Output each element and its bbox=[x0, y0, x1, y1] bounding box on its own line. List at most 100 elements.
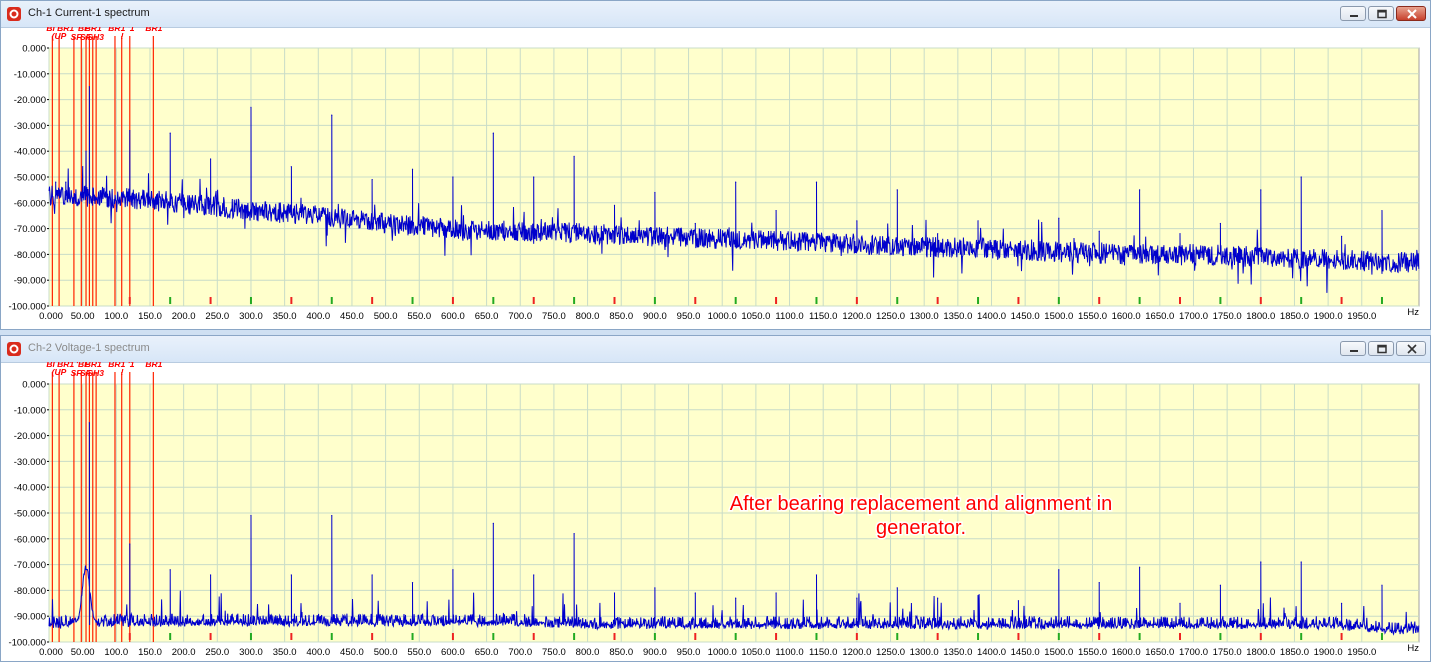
x-tick-label: 1350.0 bbox=[943, 311, 972, 322]
peak-point bbox=[694, 222, 696, 225]
x-tick-label: 1250.0 bbox=[876, 311, 905, 322]
window-title: Ch-1 Current-1 spectrum bbox=[28, 7, 150, 19]
x-tick-label: 550.0 bbox=[407, 311, 431, 322]
maximize-button[interactable] bbox=[1368, 341, 1394, 356]
marker-label: 'BF bbox=[76, 27, 90, 33]
x-tick-label: 1950.0 bbox=[1347, 647, 1376, 658]
maximize-icon bbox=[1377, 9, 1387, 19]
peak-point bbox=[613, 592, 616, 594]
spectrum-trace bbox=[48, 86, 1420, 293]
peak-point bbox=[815, 181, 818, 183]
peak-point bbox=[1260, 189, 1262, 191]
peak-point bbox=[331, 114, 333, 116]
peak-point bbox=[169, 569, 171, 571]
x-tick-label: 1850.0 bbox=[1280, 311, 1309, 322]
x-tick-label: 1600.0 bbox=[1112, 311, 1141, 322]
peak-point bbox=[896, 189, 898, 191]
y-tick-label: -100.000 bbox=[8, 638, 46, 649]
marker-label: SF bbox=[71, 368, 83, 378]
title-bar[interactable]: Ch-2 Voltage-1 spectrum bbox=[1, 336, 1430, 363]
peak-point bbox=[1139, 566, 1141, 568]
y-tick-label: -10.000 bbox=[14, 405, 46, 416]
x-tick-label: 1900.0 bbox=[1314, 647, 1343, 658]
peak-point bbox=[533, 574, 535, 576]
peak-point bbox=[1381, 584, 1383, 586]
x-tick-label: 1900.0 bbox=[1314, 311, 1343, 322]
peak-point bbox=[1098, 582, 1100, 584]
x-tick-label: 1650.0 bbox=[1145, 311, 1174, 322]
y-tick-label: -90.000 bbox=[14, 276, 46, 287]
x-tick-label: 1800.0 bbox=[1246, 311, 1275, 322]
minimize-icon bbox=[1350, 350, 1358, 352]
x-tick-label: 350.0 bbox=[273, 647, 297, 658]
peak-point bbox=[1139, 189, 1141, 191]
peak-point bbox=[169, 132, 171, 134]
marker-label: ! bbox=[121, 367, 124, 377]
peak-point bbox=[856, 220, 858, 222]
peak-point bbox=[1340, 602, 1343, 604]
x-tick-label: 1400.0 bbox=[977, 311, 1006, 322]
x-tick-label: 500.0 bbox=[374, 647, 398, 658]
marker-label: SH3 bbox=[87, 32, 104, 42]
peak-point bbox=[1179, 602, 1181, 604]
peak-point bbox=[331, 514, 333, 517]
peak-point bbox=[82, 166, 84, 168]
app-icon bbox=[7, 7, 21, 21]
minimize-button[interactable] bbox=[1340, 6, 1366, 21]
peak-point bbox=[1219, 584, 1222, 586]
y-tick-label: -60.000 bbox=[14, 198, 46, 209]
maximize-button[interactable] bbox=[1368, 6, 1394, 21]
x-tick-label: 1050.0 bbox=[741, 311, 770, 322]
marker-label: SF bbox=[80, 368, 92, 378]
peak-point bbox=[1219, 222, 1222, 225]
x-tick-label: 250.0 bbox=[205, 647, 229, 658]
marker-label: BR1 bbox=[145, 27, 162, 33]
y-tick-label: -90.000 bbox=[14, 612, 46, 623]
marker-label: BR1 bbox=[57, 362, 74, 369]
x-tick-label: 1550.0 bbox=[1078, 647, 1107, 658]
x-tick-label: 800.0 bbox=[576, 647, 600, 658]
spectrum-window-voltage[interactable]: Ch-2 Voltage-1 spectrum 0.000 -10.000 -20.… bbox=[0, 335, 1431, 662]
x-tick-label: 1700.0 bbox=[1179, 647, 1208, 658]
peak-point bbox=[129, 543, 131, 545]
x-tick-label: 1150.0 bbox=[809, 311, 837, 322]
x-tick-label: 400.0 bbox=[306, 647, 330, 658]
spectrum-window-current[interactable]: Ch-1 Current-1 spectrum 0.000 -10.000 -20.… bbox=[0, 0, 1431, 330]
x-tick-label: 100.0 bbox=[104, 647, 128, 658]
y-tick-label: -80.000 bbox=[14, 586, 46, 597]
y-tick-label: -40.000 bbox=[14, 147, 46, 158]
close-button[interactable] bbox=[1396, 6, 1426, 21]
x-tick-label: 100.0 bbox=[104, 311, 128, 322]
peak-point bbox=[129, 129, 131, 132]
x-tick-label: 450.0 bbox=[340, 311, 364, 322]
x-tick-label: 1100.0 bbox=[775, 647, 803, 658]
x-tick-label: 900.0 bbox=[643, 311, 667, 322]
peak-point bbox=[88, 422, 90, 424]
close-button[interactable] bbox=[1396, 341, 1426, 356]
grid bbox=[48, 47, 1419, 307]
peak-point bbox=[654, 191, 656, 194]
peak-point bbox=[815, 574, 818, 576]
x-tick-label: 1950.0 bbox=[1347, 311, 1376, 322]
x-tick-label: 700.0 bbox=[508, 311, 532, 322]
x-tick-label: 750.0 bbox=[542, 311, 566, 322]
peak-point bbox=[1058, 569, 1060, 571]
y-tick-label: -30.000 bbox=[14, 121, 46, 132]
x-tick-label: 1250.0 bbox=[876, 647, 905, 658]
x-tick-label: 0.000 bbox=[39, 647, 63, 658]
x-tick-label: 600.0 bbox=[441, 311, 465, 322]
x-tick-label: 1050.0 bbox=[741, 647, 770, 658]
minimize-button[interactable] bbox=[1340, 341, 1366, 356]
grid bbox=[48, 383, 1419, 643]
x-tick-label: 1650.0 bbox=[1145, 647, 1174, 658]
x-tick-label: 50.00 bbox=[71, 311, 95, 322]
x-tick-label: 150.0 bbox=[138, 647, 162, 658]
x-tick-label: 0.000 bbox=[39, 311, 63, 322]
close-icon bbox=[1407, 9, 1417, 19]
x-tick-label: 1800.0 bbox=[1246, 647, 1275, 658]
x-tick-label: 400.0 bbox=[306, 311, 330, 322]
title-bar[interactable]: Ch-1 Current-1 spectrum bbox=[1, 1, 1430, 28]
peak-point bbox=[1300, 176, 1302, 178]
y-tick-label: 0.000 bbox=[22, 44, 46, 55]
marker-label: BR1 bbox=[145, 362, 162, 369]
